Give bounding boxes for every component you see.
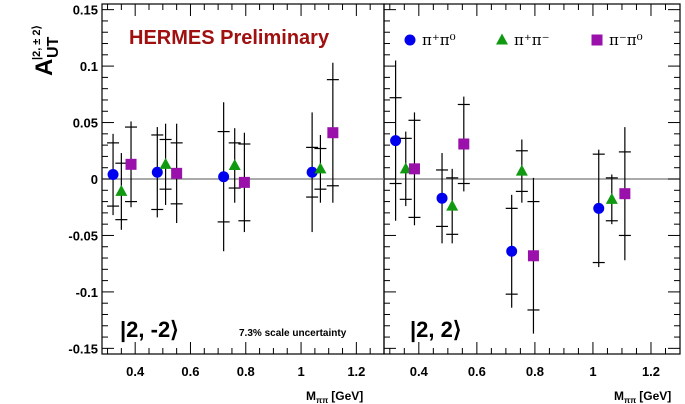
point-marker	[515, 164, 528, 176]
point-marker	[218, 171, 230, 183]
legend-item-pipi0: π⁺π⁰	[404, 31, 456, 49]
data-point-pimpi0	[408, 112, 421, 226]
y-tick-label: 0.1	[80, 59, 98, 74]
point-marker	[506, 245, 518, 257]
x-tick-label: 0.8	[526, 364, 544, 379]
point-marker	[306, 166, 318, 178]
point-marker	[151, 166, 163, 178]
y-tick-label: -0.05	[68, 228, 98, 243]
point-marker	[115, 184, 128, 196]
data-points	[107, 60, 631, 334]
y-tick-label: 0.15	[73, 3, 98, 18]
data-point-pimpi0	[527, 177, 540, 334]
legend-item-pimpi0: π⁻π⁰	[591, 31, 643, 49]
point-marker	[107, 168, 119, 180]
point-marker	[125, 158, 137, 170]
legend-label: π⁺π⁻	[514, 31, 550, 49]
y-axis-sub: UT	[45, 36, 62, 58]
point-marker	[591, 34, 603, 46]
x-tick-label: 0.4	[410, 364, 429, 379]
y-axis-title: A UT |2, ± 2⟩	[31, 25, 62, 76]
data-point-pipm	[115, 153, 128, 230]
point-marker	[159, 157, 172, 169]
data-point-pipm	[605, 174, 618, 225]
panel-labels: |2, -2⟩ |2, 2⟩	[120, 317, 461, 342]
point-marker	[399, 162, 412, 174]
data-point-pipm	[399, 131, 412, 207]
point-marker	[458, 138, 470, 150]
x-axis-unit: [GeV]	[639, 389, 671, 403]
data-point-pimpi0	[125, 121, 138, 208]
scale-uncertainty-note: 7.3% scale uncertainty	[239, 328, 347, 339]
point-marker	[404, 34, 416, 46]
point-marker	[228, 158, 241, 170]
legend-label: π⁺π⁰	[422, 31, 456, 49]
x-axis-main: M	[614, 389, 624, 403]
point-marker	[527, 250, 539, 262]
data-point-pipi0	[592, 149, 605, 268]
data-point-pimpi0	[618, 127, 631, 261]
data-point-pimpi0	[170, 123, 183, 224]
data-point-pipi0	[107, 133, 120, 216]
x-tick-label: 0.6	[181, 364, 199, 379]
x-tick-label: 0.4	[126, 364, 145, 379]
data-point-pimpi0	[457, 96, 470, 192]
x-tick-label: 1	[589, 364, 596, 379]
data-point-pipm	[228, 128, 241, 203]
point-marker	[619, 188, 631, 200]
panel-label-2: |2, 2⟩	[410, 317, 461, 342]
data-point-pipi0	[505, 194, 518, 308]
legend-item-pipm: π⁺π⁻	[496, 31, 550, 49]
y-tick-label: -0.1	[76, 285, 98, 300]
point-marker	[496, 33, 508, 45]
y-tick-label: -0.15	[68, 341, 98, 356]
axis-ticks	[102, 4, 680, 354]
data-point-pipi0	[389, 60, 402, 221]
data-point-pipm	[446, 168, 459, 244]
point-marker	[593, 202, 605, 214]
point-marker	[314, 162, 327, 174]
point-marker	[390, 135, 402, 147]
x-axis-title-2: Mππ [GeV]	[614, 389, 671, 404]
legend-label: π⁻π⁰	[609, 31, 643, 49]
point-marker	[238, 176, 250, 188]
data-point-pipi0	[306, 112, 319, 233]
point-marker	[408, 163, 420, 175]
data-point-pipi0	[151, 127, 164, 218]
y-axis-main: A	[31, 59, 58, 76]
data-point-pipm	[159, 123, 172, 205]
data-point-pipi0	[436, 153, 449, 244]
y-tick-labels: 0.15 0.1 0.05 0 -0.05 -0.1 -0.15	[68, 3, 98, 357]
chart-title: HERMES Preliminary	[129, 27, 330, 49]
point-marker	[436, 192, 448, 204]
y-tick-label: 0.05	[73, 116, 98, 131]
x-tick-label: 1	[297, 364, 304, 379]
x-tick-label: 0.6	[468, 364, 486, 379]
data-point-pipm	[515, 139, 528, 203]
legend: π⁺π⁰ π⁺π⁻ π⁻π⁰	[404, 31, 643, 49]
data-point-pimpi0	[238, 132, 251, 233]
x-axis-sub: ππ	[316, 396, 328, 404]
x-tick-label: 1.2	[347, 364, 365, 379]
x-tick-labels: 0.4 0.6 0.8 1 1.2 0.4 0.6 0.8 1 1.2	[126, 364, 660, 379]
data-point-pimpi0	[326, 62, 339, 203]
data-point-pipi0	[217, 102, 230, 252]
point-marker	[446, 199, 459, 211]
x-axis-main: M	[306, 389, 316, 403]
point-marker	[605, 192, 618, 204]
data-point-pipm	[314, 134, 327, 203]
x-axis-unit: [GeV]	[331, 389, 363, 403]
x-axis-sub: ππ	[624, 396, 636, 404]
y-axis-sup: |2, ± 2⟩	[31, 25, 43, 60]
point-marker	[171, 167, 183, 179]
x-tick-label: 1.2	[642, 364, 660, 379]
x-axis-title-1: Mππ [GeV]	[306, 389, 363, 404]
point-marker	[327, 127, 339, 139]
panel-label-1: |2, -2⟩	[120, 317, 179, 342]
y-tick-label: 0	[91, 172, 98, 187]
x-tick-label: 0.8	[237, 364, 255, 379]
x-axis-titles: Mππ [GeV] Mππ [GeV]	[306, 389, 671, 404]
